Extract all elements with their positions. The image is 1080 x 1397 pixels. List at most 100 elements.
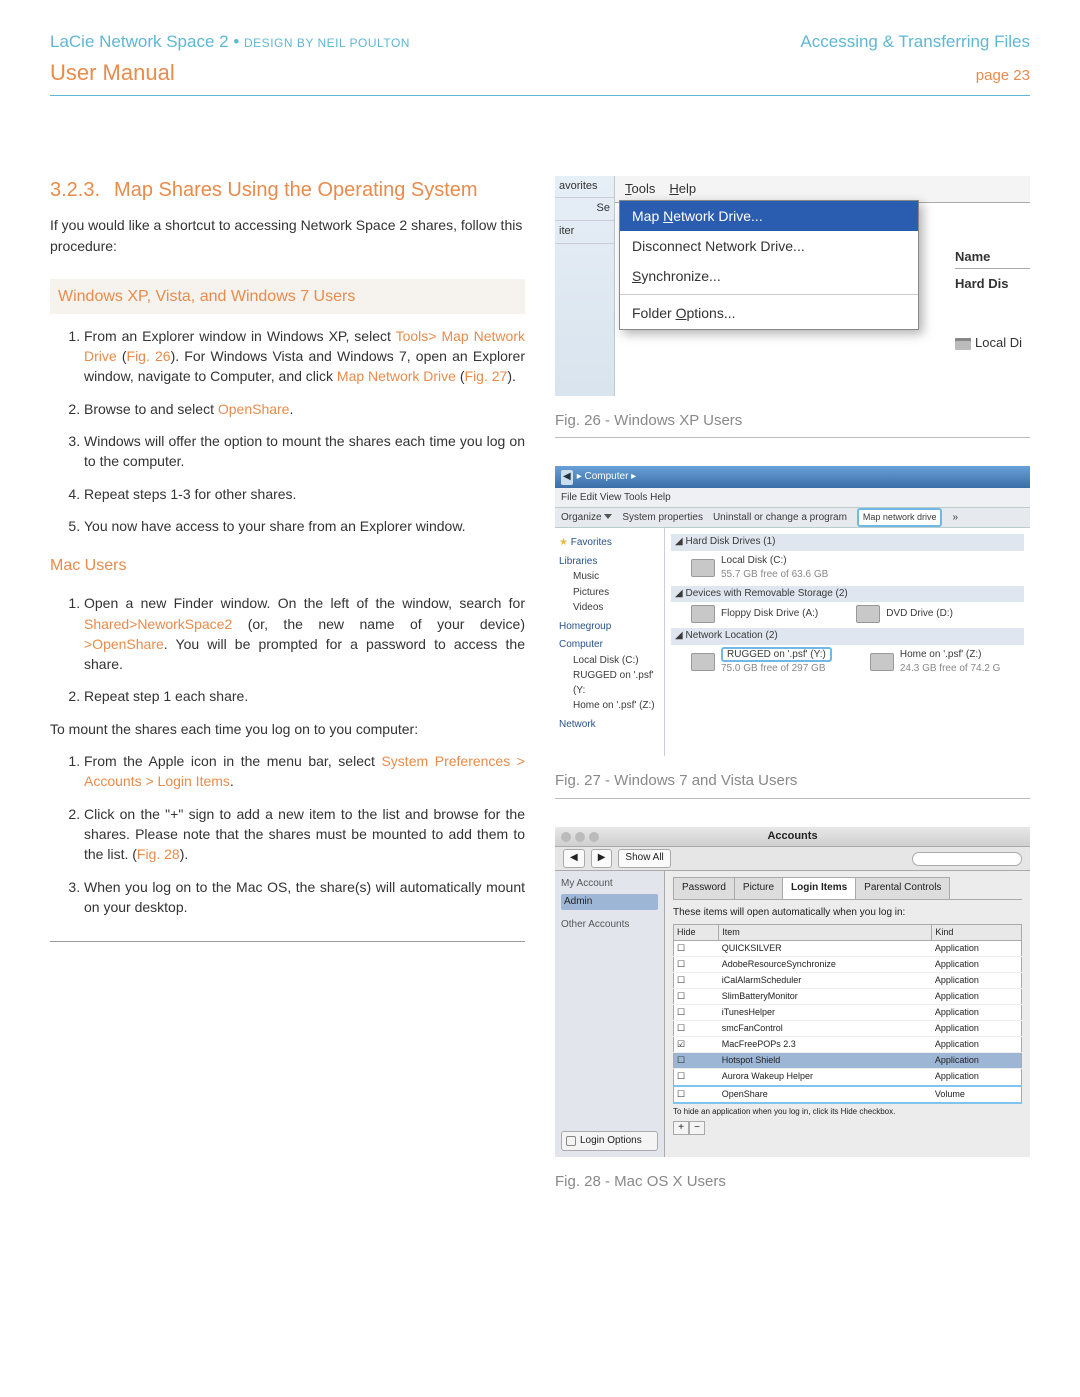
fwd-button[interactable]: ▶ bbox=[591, 849, 613, 868]
figure-28: Accounts ◀ ▶ Show All My Account Admin O… bbox=[555, 827, 1030, 1157]
tab-picture[interactable]: Picture bbox=[734, 877, 783, 899]
fig28-body: My Account Admin Other Accounts Login Op… bbox=[555, 871, 1030, 1157]
tools-menu[interactable]: TToolsools bbox=[625, 180, 655, 199]
table-row[interactable]: ☐smcFanControlApplication bbox=[674, 1021, 1022, 1037]
add-button[interactable]: + bbox=[673, 1121, 689, 1135]
search-input[interactable] bbox=[912, 852, 1022, 866]
netloc-cat: ◢ Network Location (2) bbox=[671, 628, 1024, 645]
homegroup[interactable]: Homegroup bbox=[559, 620, 660, 635]
hard-disk-label: Hard Dis bbox=[955, 275, 1030, 294]
t: iCalAlarmScheduler bbox=[719, 973, 932, 989]
table-row[interactable]: ☐SlimBatteryMonitorApplication bbox=[674, 989, 1022, 1005]
t: OpenShare bbox=[218, 401, 290, 417]
table-row[interactable]: ☐Aurora Wakeup HelperApplication bbox=[674, 1069, 1022, 1086]
favorites[interactable]: ★ Favorites bbox=[559, 536, 660, 551]
map-network-drive-item[interactable]: Map Network Drive... bbox=[620, 201, 918, 231]
fig26-se: Se bbox=[555, 198, 614, 221]
t: ). bbox=[507, 368, 516, 384]
synchronize-item[interactable]: Synchronize... bbox=[620, 261, 918, 291]
right-column: avorites Se iter TToolsools Help Map Net… bbox=[555, 176, 1030, 1227]
tab-login-items[interactable]: Login Items bbox=[782, 877, 856, 899]
fig28-sidebar: My Account Admin Other Accounts Login Op… bbox=[555, 871, 665, 1157]
mac-steps: Open a new Finder window. On the left of… bbox=[50, 593, 525, 706]
rugged-drive[interactable]: RUGGED on '.psf' (Y:)75.0 GB free of 297… bbox=[691, 648, 832, 677]
window-title: Accounts bbox=[767, 829, 817, 845]
table-row[interactable]: ☐iCalAlarmSchedulerApplication bbox=[674, 973, 1022, 989]
tab-parental[interactable]: Parental Controls bbox=[855, 877, 950, 899]
t: Shared>NeworkSpace2 bbox=[84, 616, 232, 632]
t: AdobeResourceSynchronize bbox=[719, 957, 932, 973]
mac-m2: Click on the "+" sign to add a new item … bbox=[84, 804, 525, 865]
zoom-icon[interactable] bbox=[589, 832, 599, 842]
videos[interactable]: Videos bbox=[559, 601, 660, 616]
other-accounts-hdr: Other Accounts bbox=[561, 918, 658, 933]
t: 24.3 GB free of 74.2 G bbox=[900, 663, 1001, 674]
fig28-caption: Fig. 28 - Mac OS X Users bbox=[555, 1165, 1030, 1199]
fig28-titlebar: Accounts bbox=[555, 827, 1030, 847]
rugged[interactable]: RUGGED on '.psf' (Y: bbox=[559, 669, 660, 698]
music[interactable]: Music bbox=[559, 570, 660, 585]
section-title: 3.2.3. Map Shares Using the Operating Sy… bbox=[50, 176, 525, 205]
home-drive[interactable]: Home on '.psf' (Z:)24.3 GB free of 74.2 … bbox=[870, 648, 1001, 677]
mac-subtitle: Mac Users bbox=[50, 548, 525, 581]
fig27-menu: File Edit View Tools Help bbox=[555, 488, 1030, 508]
table-row[interactable]: ☐iTunesHelperApplication bbox=[674, 1005, 1022, 1021]
table-row[interactable]: ☑MacFreePOPs 2.3Application bbox=[674, 1037, 1022, 1053]
table-row[interactable]: ☐AdobeResourceSynchronizeApplication bbox=[674, 957, 1022, 973]
windows-steps: From an Explorer window in Windows XP, s… bbox=[50, 326, 525, 536]
t: Devices with Removable Storage (2) bbox=[685, 588, 847, 599]
table-row[interactable]: ☐Hotspot ShieldApplication bbox=[674, 1053, 1022, 1069]
help-menu[interactable]: Help bbox=[669, 180, 696, 199]
header-left: LaCie Network Space 2 • DESIGN BY NEIL P… bbox=[50, 30, 410, 55]
uninstall[interactable]: Uninstall or change a program bbox=[713, 511, 847, 526]
local-disk-drive[interactable]: Local Disk (C:) 55.7 GB free of 63.6 GB bbox=[691, 554, 1024, 583]
t: Login Options bbox=[580, 1134, 642, 1149]
t: 55.7 GB free of 63.6 GB bbox=[721, 569, 828, 580]
remove-button[interactable]: − bbox=[689, 1121, 705, 1135]
organize-btn[interactable]: Organize bbox=[561, 511, 612, 526]
nav-back-icon[interactable]: ◀ bbox=[561, 470, 573, 485]
fig27-body: ★ Favorites Libraries Music Pictures Vid… bbox=[555, 528, 1030, 756]
pictures[interactable]: Pictures bbox=[559, 586, 660, 601]
tab-password[interactable]: Password bbox=[673, 877, 735, 899]
fig26-iter: iter bbox=[555, 221, 614, 244]
folder-options-item[interactable]: Folder Options... bbox=[620, 298, 918, 328]
close-icon[interactable] bbox=[561, 832, 571, 842]
table-row[interactable]: ☐QUICKSILVERApplication bbox=[674, 941, 1022, 957]
header-right: Accessing & Transferring Files bbox=[800, 30, 1030, 55]
back-button[interactable]: ◀ bbox=[563, 849, 585, 868]
chevron-down-icon bbox=[604, 514, 612, 519]
traffic-lights bbox=[561, 832, 599, 842]
section-number: 3.2.3. bbox=[50, 176, 100, 205]
show-all-button[interactable]: Show All bbox=[618, 849, 670, 868]
t: Hard Disk Drives (1) bbox=[685, 536, 775, 547]
t: Application bbox=[932, 1021, 1022, 1037]
more-btn[interactable]: » bbox=[952, 511, 958, 526]
openshare-row[interactable]: ☐OpenShareVolume bbox=[674, 1086, 1022, 1103]
fig27-toolbar: Organize System properties Uninstall or … bbox=[555, 508, 1030, 528]
computer[interactable]: Computer bbox=[559, 638, 660, 653]
fig26-caption: Fig. 26 - Windows XP Users bbox=[555, 404, 1030, 439]
t: Fig. 27 bbox=[465, 368, 508, 384]
dvd-drive[interactable]: DVD Drive (D:) bbox=[856, 605, 953, 623]
local-disk-c[interactable]: Local Disk (C:) bbox=[559, 654, 660, 669]
win-step-2: Browse to and select OpenShare. bbox=[84, 399, 525, 419]
disconnect-item[interactable]: Disconnect Network Drive... bbox=[620, 231, 918, 261]
map-network-drive-button[interactable]: Map network drive bbox=[857, 508, 943, 527]
minimize-icon[interactable] bbox=[575, 832, 585, 842]
login-options[interactable]: Login Options bbox=[561, 1131, 658, 1152]
t: Application bbox=[932, 1069, 1022, 1086]
sys-props[interactable]: System properties bbox=[622, 511, 703, 526]
disk-icon bbox=[955, 338, 971, 350]
network[interactable]: Network bbox=[559, 718, 660, 733]
login-items-note: These items will open automatically when… bbox=[673, 906, 1022, 921]
t: Local Disk (C:) bbox=[721, 555, 787, 566]
floppy-drive[interactable]: Floppy Disk Drive (A:) bbox=[691, 605, 818, 623]
home-z[interactable]: Home on '.psf' (Z:) bbox=[559, 699, 660, 714]
win-step-5: You now have access to your share from a… bbox=[84, 516, 525, 536]
admin-account[interactable]: Admin bbox=[561, 894, 658, 911]
t: OpenShare bbox=[719, 1086, 932, 1103]
drive-icon bbox=[691, 653, 715, 671]
libraries[interactable]: Libraries bbox=[559, 555, 660, 570]
t: Network Location (2) bbox=[685, 630, 777, 641]
